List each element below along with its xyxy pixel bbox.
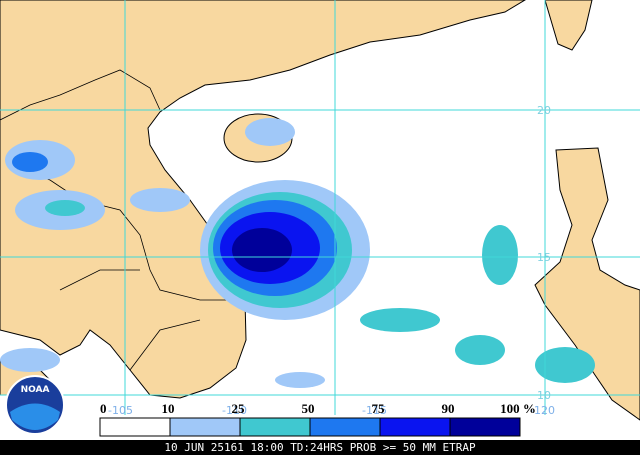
longitude-label: -120 bbox=[530, 404, 555, 417]
longitude-label: -115 bbox=[362, 404, 387, 417]
footer-text: 10 JUN 25161 18:00 TD:24HRS PROB >= 50 M… bbox=[164, 441, 476, 454]
legend-label: 50 bbox=[302, 401, 315, 416]
longitude-label: -110 bbox=[222, 404, 247, 417]
legend-swatch bbox=[449, 417, 521, 437]
legend-swatch bbox=[99, 417, 171, 437]
legend-label: 0 bbox=[100, 401, 107, 416]
borders bbox=[0, 69, 240, 371]
latitude-label: 20 bbox=[537, 104, 551, 117]
noaa-logo: NOAA bbox=[5, 375, 65, 435]
graticule bbox=[0, 0, 640, 415]
longitude-label: -105 bbox=[108, 404, 133, 417]
legend-swatch bbox=[309, 417, 381, 437]
legend-label: 10 bbox=[162, 401, 175, 416]
legend-swatch bbox=[169, 417, 241, 437]
latitude-label: 15 bbox=[537, 251, 551, 264]
legend-label: 75 bbox=[372, 401, 386, 416]
legend-swatch bbox=[239, 417, 311, 437]
logo-text: NOAA bbox=[21, 385, 50, 395]
footer-band bbox=[0, 440, 640, 455]
legend-swatch bbox=[379, 417, 451, 437]
legend-label: 25 bbox=[232, 401, 246, 416]
precipitation bbox=[0, 118, 595, 388]
latitude-label: 10 bbox=[537, 389, 551, 402]
legend-label: 90 bbox=[442, 401, 455, 416]
legend-label: 100 % bbox=[500, 401, 536, 416]
